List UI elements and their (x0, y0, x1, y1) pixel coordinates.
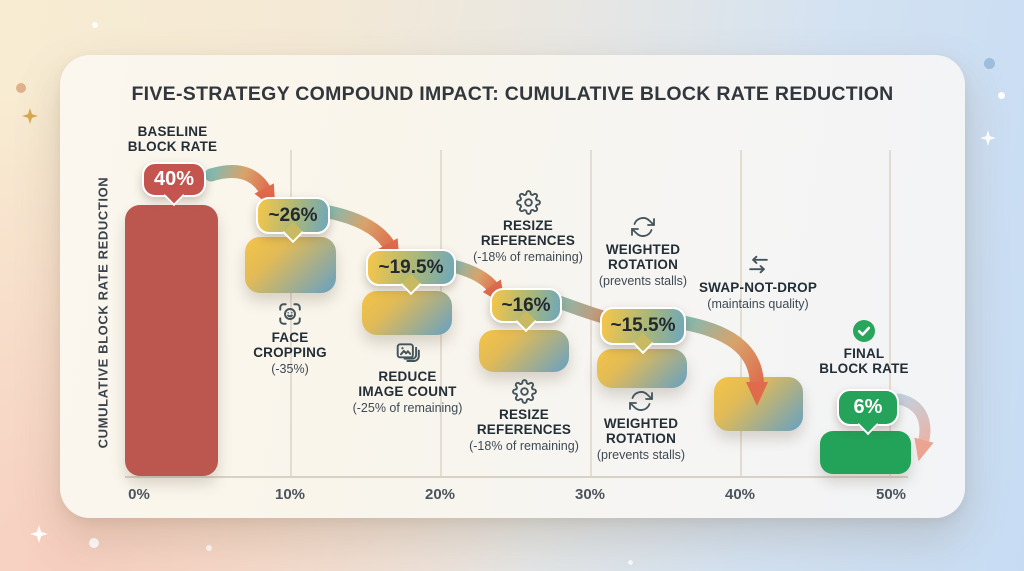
bar-baseline (125, 205, 218, 476)
badge-16: ~16% (490, 288, 562, 323)
label-note: (-35%) (271, 362, 309, 377)
gridline (889, 150, 891, 477)
face-crop-icon (279, 303, 301, 325)
swap-icon (748, 255, 768, 274)
badge-value: ~26% (268, 204, 318, 226)
label-line: WEIGHTED (605, 242, 681, 257)
dot-decoration (16, 83, 26, 93)
sparkle-decoration (30, 525, 48, 543)
dot-decoration (206, 545, 212, 551)
dot-decoration (628, 560, 633, 565)
label-weighted-rotation-top: WEIGHTED ROTATION (prevents stalls) (578, 215, 708, 288)
badge-value: 6% (853, 396, 883, 418)
x-tick: 50% (875, 486, 907, 503)
x-tick: 20% (424, 486, 456, 503)
label-line: SWAP-NOT-DROP (698, 280, 818, 295)
label-line: RESIZE (499, 407, 549, 422)
label-face-cropping: FACE CROPPING (-35%) (234, 301, 346, 376)
badge-final-6: 6% (837, 389, 899, 426)
label-note: (prevents stalls) (598, 274, 688, 289)
bar-swap-not-drop (714, 377, 803, 431)
dot-decoration (92, 22, 98, 28)
badge-15-5: ~15.5% (600, 307, 686, 345)
label-line: FACE (271, 330, 309, 345)
badge-value: ~16% (501, 294, 551, 316)
label-reduce-image-count: REDUCE IMAGE COUNT (-25% of remaining) (345, 340, 470, 415)
label-line: FINAL (843, 346, 885, 361)
label-note: (-18% of remaining) (473, 250, 583, 265)
dot-decoration (998, 92, 1005, 99)
gear-icon (511, 379, 537, 404)
label-note: (-25% of remaining) (352, 401, 463, 416)
rotate-icon (629, 391, 653, 411)
dot-decoration (89, 538, 99, 548)
sparkle-decoration (22, 108, 38, 124)
bar-final (820, 431, 911, 474)
rotate-icon (631, 217, 655, 237)
label-note: (maintains quality) (707, 297, 809, 312)
sparkle-decoration (980, 130, 996, 146)
chart-title: FIVE-STRATEGY COMPOUND IMPACT: CUMULATIV… (131, 83, 894, 105)
y-axis-label: CUMULATIVE BLOCK RATE REDUCTION (95, 176, 111, 449)
label-line: BLOCK RATE (127, 139, 218, 155)
x-tick: 40% (724, 486, 756, 503)
x-tick: 0% (128, 486, 150, 503)
label-baseline: BASELINE BLOCK RATE (115, 124, 230, 154)
label-line: REDUCE (378, 369, 437, 384)
dot-decoration (984, 58, 995, 69)
label-resize-references-top: RESIZE REFERENCES (-18% of remaining) (462, 190, 594, 264)
badge-value: ~19.5% (378, 256, 444, 278)
label-note: (-18% of remaining) (469, 439, 579, 454)
check-icon (853, 320, 875, 342)
label-line: WEIGHTED (603, 416, 679, 431)
label-line: BLOCK RATE (819, 361, 909, 377)
x-tick: 10% (274, 486, 306, 503)
badge-baseline-40: 40% (142, 162, 206, 197)
gear-icon (515, 190, 541, 215)
label-line: BASELINE (137, 124, 208, 139)
bar-face-cropping (245, 237, 336, 293)
label-line: RESIZE (503, 218, 553, 233)
bar-weighted-rot (597, 349, 687, 388)
x-axis-line (125, 476, 908, 478)
label-weighted-rotation-bottom: WEIGHTED ROTATION (prevents stalls) (576, 389, 706, 462)
badge-19-5: ~19.5% (366, 249, 456, 286)
label-line: IMAGE COUNT (358, 384, 457, 400)
label-line: CROPPING (253, 345, 327, 361)
label-resize-references-bottom: RESIZE REFERENCES (-18% of remaining) (458, 379, 590, 453)
label-line: REFERENCES (476, 422, 572, 438)
label-note: (prevents stalls) (596, 448, 686, 463)
gridline (740, 150, 742, 477)
badge-26: ~26% (256, 197, 330, 234)
gridline (290, 150, 292, 477)
bar-reduce-images (362, 291, 452, 335)
bar-resize-refs (479, 330, 569, 372)
badge-value: 40% (153, 168, 195, 190)
image-stack-icon (396, 343, 420, 362)
label-swap-not-drop: SWAP-NOT-DROP (maintains quality) (687, 252, 829, 311)
label-line: ROTATION (605, 431, 677, 447)
label-final-block-rate: FINAL BLOCK RATE (804, 319, 924, 376)
label-line: ROTATION (607, 257, 679, 273)
x-tick: 30% (574, 486, 606, 503)
label-line: REFERENCES (480, 233, 576, 249)
badge-value: ~15.5% (610, 315, 676, 336)
